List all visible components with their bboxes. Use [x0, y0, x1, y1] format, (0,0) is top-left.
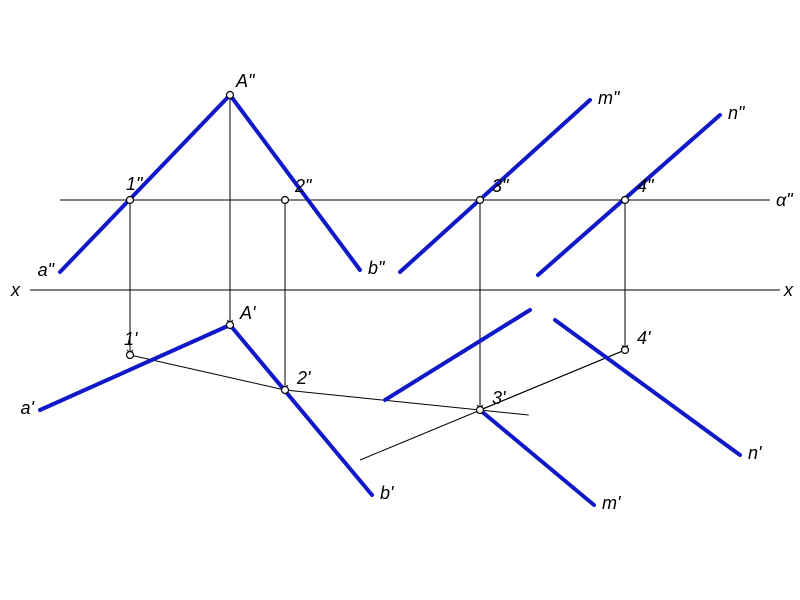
svg-text:3": 3"	[492, 176, 510, 196]
svg-text:x: x	[10, 280, 21, 300]
svg-text:1': 1'	[124, 329, 138, 349]
main-lines	[40, 95, 740, 505]
svg-text:a": a"	[38, 260, 56, 280]
point-P2_2	[282, 197, 289, 204]
point-P1_2	[127, 197, 134, 204]
labels: x x α" a" b" m" n" a' b' m' n' A" 1" 2" 3" 4" A' 1' 2' 3' 4'	[10, 71, 794, 513]
svg-text:A': A'	[239, 303, 256, 323]
svg-text:a': a'	[21, 398, 35, 418]
svg-text:4': 4'	[637, 328, 651, 348]
point-P4_2	[622, 197, 629, 204]
svg-text:2": 2"	[294, 176, 313, 196]
svg-text:α": α"	[776, 190, 794, 210]
svg-text:A": A"	[235, 71, 256, 91]
point-P3_1	[477, 407, 484, 414]
point-P1_1	[127, 352, 134, 359]
svg-text:x: x	[783, 280, 794, 300]
line-m-lower-bot	[480, 410, 594, 505]
line-n-upper	[538, 115, 720, 275]
svg-text:2': 2'	[296, 368, 311, 388]
svg-text:m': m'	[602, 493, 621, 513]
point-A1	[227, 322, 234, 329]
svg-text:1": 1"	[126, 174, 144, 194]
descriptive-geometry-diagram: x x α" a" b" m" n" a' b' m' n' A" 1" 2" 3" 4" A' 1' 2' 3' 4'	[0, 0, 800, 600]
svg-text:4": 4"	[637, 176, 655, 196]
point-P3_2	[477, 197, 484, 204]
line-b-lower	[230, 325, 372, 495]
svg-text:b': b'	[380, 483, 394, 503]
line-m-lower-top	[385, 310, 530, 400]
points	[127, 92, 629, 414]
point-P4_1	[622, 347, 629, 354]
svg-text:b": b"	[368, 258, 386, 278]
point-P2_1	[282, 387, 289, 394]
svg-text:n": n"	[728, 103, 746, 123]
svg-text:3': 3'	[492, 388, 506, 408]
axes	[30, 200, 780, 290]
line-a-upper	[60, 95, 230, 272]
svg-text:m": m"	[598, 88, 621, 108]
svg-text:n': n'	[748, 443, 762, 463]
point-A2	[227, 92, 234, 99]
